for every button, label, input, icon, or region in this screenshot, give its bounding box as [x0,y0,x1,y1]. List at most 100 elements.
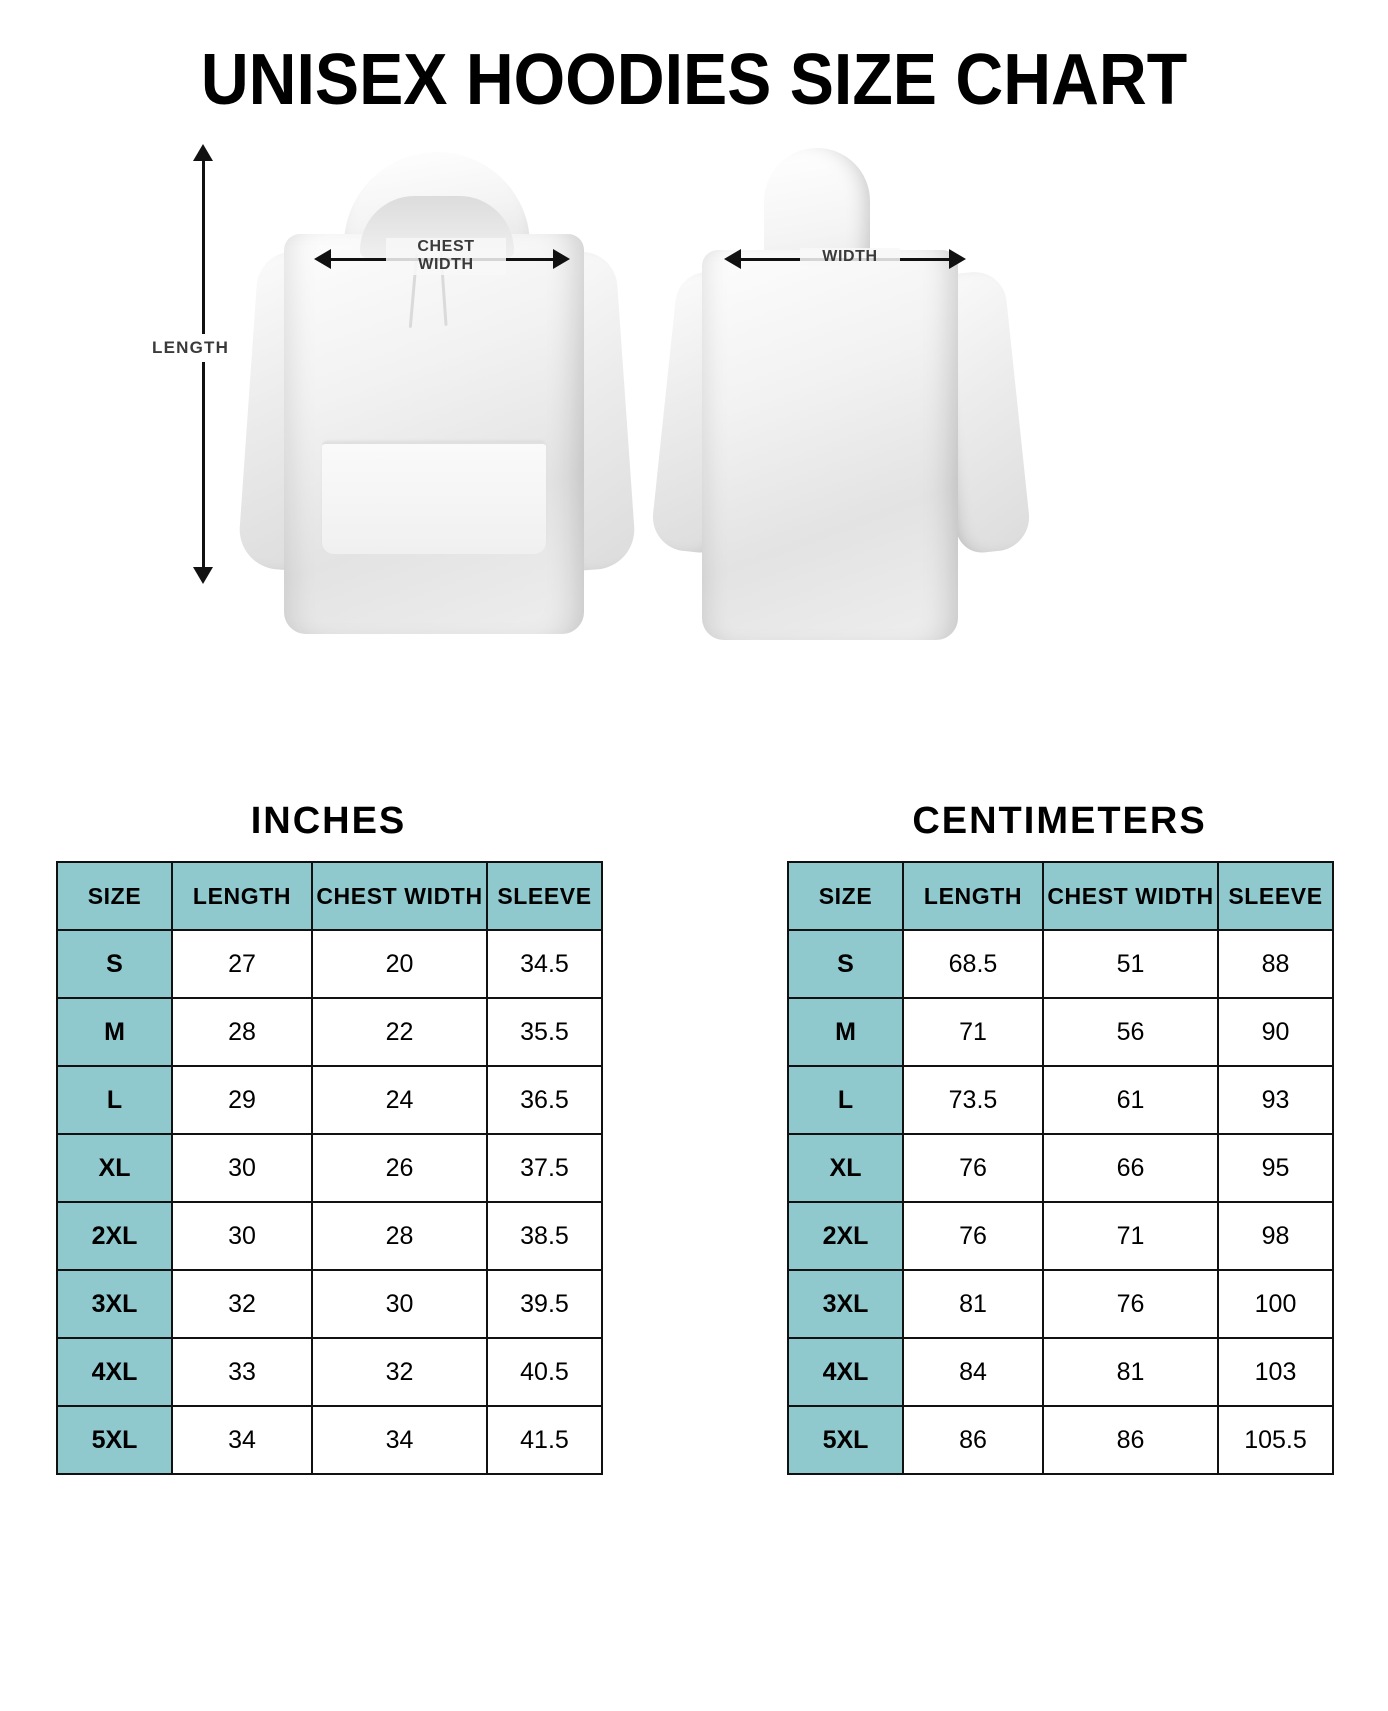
cell-size: 2XL [56,1201,173,1271]
cell-chest-width: 51 [1042,929,1219,999]
cell-size: 3XL [787,1269,904,1339]
page-title: UNISEX HOODIES SIZE CHART [200,40,1188,120]
table-row: S 27 20 34.5 [56,929,603,999]
column-header-chest-width: CHEST WIDTH [1042,861,1219,931]
table-row: 5XL 86 86 105.5 [787,1405,1334,1475]
cell-size: 4XL [787,1337,904,1407]
column-header-sleeve: SLEEVE [486,861,603,931]
table-row: M 28 22 35.5 [56,997,603,1067]
chest-width-label-line2: WIDTH [418,256,474,274]
cell-length: 32 [171,1269,313,1339]
cell-size: XL [787,1133,904,1203]
cell-sleeve: 37.5 [486,1133,603,1203]
column-header-size: SIZE [787,861,904,931]
cell-size: 3XL [56,1269,173,1339]
cell-sleeve: 103 [1217,1337,1334,1407]
back-width-label: WIDTH [800,248,900,266]
front-torso [284,234,584,634]
cell-length: 30 [171,1201,313,1271]
cell-size: M [56,997,173,1067]
table-row: 3XL 81 76 100 [787,1269,1334,1339]
chest-width-label: CHEST WIDTH [386,238,506,275]
table-row: 4XL 33 32 40.5 [56,1337,603,1407]
cell-sleeve: 93 [1217,1065,1334,1135]
table-header-row: SIZE LENGTH CHEST WIDTH SLEEVE [787,861,1334,931]
chest-width-label-line1: CHEST [417,238,475,255]
cell-size: M [787,997,904,1067]
cell-chest-width: 86 [1042,1405,1219,1475]
table-row: 3XL 32 30 39.5 [56,1269,603,1339]
inches-size-table: SIZE LENGTH CHEST WIDTH SLEEVE S 27 20 34.5… [56,861,603,1475]
table-row: 2XL 30 28 38.5 [56,1201,603,1271]
column-header-length: LENGTH [171,861,313,931]
cell-sleeve: 39.5 [486,1269,603,1339]
cell-sleeve: 88 [1217,929,1334,999]
table-row: S 68.5 51 88 [787,929,1334,999]
table-row: XL 30 26 37.5 [56,1133,603,1203]
back-torso [702,250,958,640]
hoodie-front-view [236,142,637,662]
inches-table-body: S 27 20 34.5 M 28 22 35.5 L 29 24 36.5 XL 30 26 37.5 2XL… [56,929,603,1475]
cell-length: 28 [171,997,313,1067]
cell-sleeve: 38.5 [486,1201,603,1271]
cell-size: 2XL [787,1201,904,1271]
cell-chest-width: 20 [311,929,488,999]
centimeters-table-caption: CENTIMETERS [912,800,1207,842]
table-row: M 71 56 90 [787,997,1334,1067]
column-header-chest-width: CHEST WIDTH [311,861,488,931]
hoodie-back-view [649,142,1033,652]
cell-sleeve: 41.5 [486,1405,603,1475]
table-row: L 29 24 36.5 [56,1065,603,1135]
cell-length: 34 [171,1405,313,1475]
cell-length: 27 [171,929,313,999]
table-row: XL 76 66 95 [787,1133,1334,1203]
cell-length: 76 [902,1201,1044,1271]
table-row: 5XL 34 34 41.5 [56,1405,603,1475]
cell-sleeve: 40.5 [486,1337,603,1407]
cell-sleeve: 35.5 [486,997,603,1067]
length-label: LENGTH [150,334,232,362]
cell-chest-width: 76 [1042,1269,1219,1339]
cell-chest-width: 81 [1042,1337,1219,1407]
cell-size: L [787,1065,904,1135]
column-header-size: SIZE [56,861,173,931]
cell-length: 33 [171,1337,313,1407]
cell-size: S [56,929,173,999]
cell-chest-width: 34 [311,1405,488,1475]
table-row: 2XL 76 71 98 [787,1201,1334,1271]
cell-size: 5XL [56,1405,173,1475]
cell-length: 30 [171,1133,313,1203]
cell-length: 68.5 [902,929,1044,999]
column-header-sleeve: SLEEVE [1217,861,1334,931]
centimeters-table-body: S 68.5 51 88 M 71 56 90 L 73.5 61 93 XL 76 66 95 2XL 76 71… [787,929,1334,1475]
cell-sleeve: 105.5 [1217,1405,1334,1475]
cell-length: 71 [902,997,1044,1067]
cell-length: 73.5 [902,1065,1044,1135]
cell-length: 81 [902,1269,1044,1339]
cell-length: 86 [902,1405,1044,1475]
cell-chest-width: 30 [311,1269,488,1339]
cell-chest-width: 71 [1042,1201,1219,1271]
table-row: L 73.5 61 93 [787,1065,1334,1135]
inches-table-caption: INCHES [250,800,407,842]
cell-sleeve: 34.5 [486,929,603,999]
length-arrow-icon [193,144,213,584]
cell-length: 29 [171,1065,313,1135]
cell-chest-width: 56 [1042,997,1219,1067]
column-header-length: LENGTH [902,861,1044,931]
cell-size: 4XL [56,1337,173,1407]
cell-size: XL [56,1133,173,1203]
centimeters-size-table: SIZE LENGTH CHEST WIDTH SLEEVE S 68.5 51 88… [787,861,1334,1475]
cell-size: 5XL [787,1405,904,1475]
cell-sleeve: 90 [1217,997,1334,1067]
cell-chest-width: 61 [1042,1065,1219,1135]
cell-chest-width: 24 [311,1065,488,1135]
front-kangaroo-pocket [322,442,546,554]
cell-chest-width: 32 [311,1337,488,1407]
measurement-illustration: LENGTH CHEST WIDTH WIDTH [0,142,1388,722]
table-row: 4XL 84 81 103 [787,1337,1334,1407]
cell-sleeve: 100 [1217,1269,1334,1339]
centimeters-table-block: CENTIMETERS SIZE LENGTH CHEST WIDTH SLEE… [787,800,1334,1475]
cell-sleeve: 98 [1217,1201,1334,1271]
